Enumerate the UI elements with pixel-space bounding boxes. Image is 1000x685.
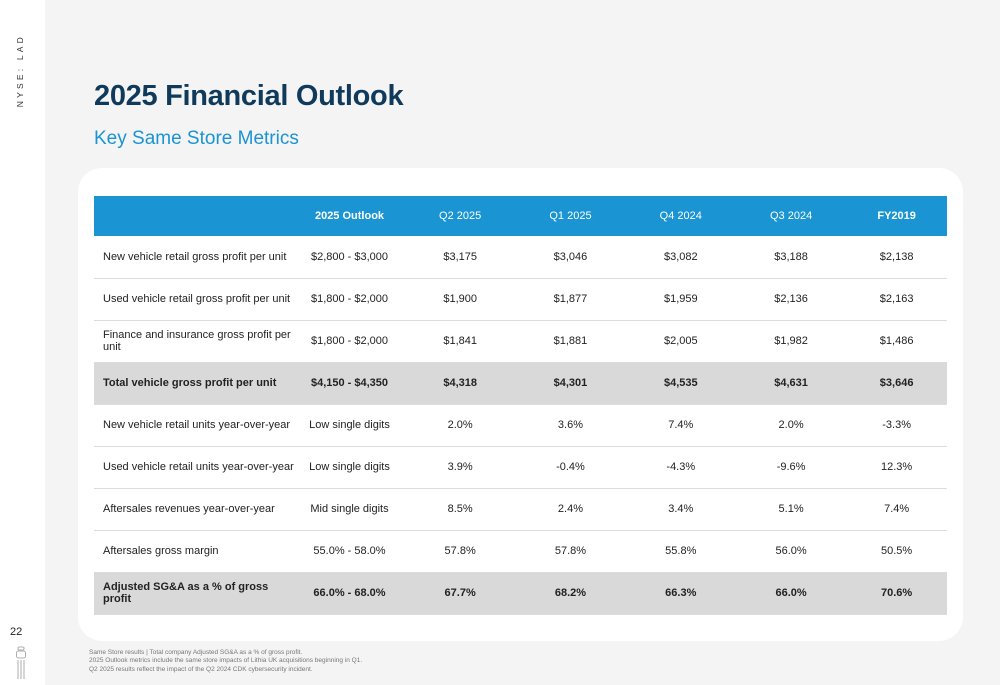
sidebar: NYSE: LAD 22	[0, 0, 45, 685]
table-cell: 7.4%	[668, 419, 694, 431]
footnote: 2025 Outlook metrics include the same st…	[89, 657, 363, 665]
table-row: New vehicle retail gross profit per unit…	[94, 236, 947, 278]
table-cell: $1,877	[553, 293, 588, 305]
table-cell: 8.5%	[447, 503, 473, 515]
table-row: New vehicle retail units year-over-year L…	[94, 404, 947, 446]
table-cell: $1,959	[663, 293, 698, 305]
table-cell: 7.4%	[884, 503, 910, 515]
table-cell: Low single digits	[309, 419, 390, 431]
table-cell: 57.8%	[554, 545, 587, 557]
table-cell: $2,800 - $3,000	[310, 250, 389, 263]
table-cell: $1,982	[774, 335, 808, 347]
metrics-table: 2025 Outlook Q2 2025 Q1 2025 Q4 2024 Q3 …	[94, 196, 947, 615]
table-header-row: 2025 Outlook Q2 2025 Q1 2025 Q4 2024 Q3 …	[94, 196, 947, 236]
page-subtitle: Key Same Store Metrics	[94, 128, 299, 149]
table-cell: $2,163	[879, 293, 914, 305]
row-label: New vehicle retail gross profit per unit	[103, 250, 287, 263]
page-title: 2025 Financial Outlook	[94, 80, 404, 112]
table-cell: 3.6%	[557, 419, 583, 431]
row-label: Aftersales gross margin	[103, 545, 219, 557]
table-cell: 67.7%	[444, 587, 476, 599]
row-label: Used vehicle retail units year-over-year	[103, 461, 294, 473]
row-label: Used vehicle retail gross profit per uni…	[103, 293, 291, 305]
table-cell: $1,881	[553, 335, 588, 347]
table-cell: 12.3%	[881, 461, 913, 473]
table-cell: 55.8%	[665, 545, 697, 557]
lithia-logo-icon	[16, 646, 26, 679]
table-cell: 68.2%	[554, 587, 587, 599]
table-row-total: Total vehicle gross profit per unit $4,15…	[94, 362, 947, 404]
row-label: Adjusted SG&A as a % of gross profit	[103, 581, 269, 605]
table-cell: $3,188	[774, 250, 808, 263]
table-cell: $4,150 - $4,350	[310, 377, 389, 389]
table-cell: 66.0% - 68.0%	[313, 587, 386, 599]
column-header-fy2019: FY2019	[877, 210, 916, 222]
ticker-symbol: NYSE: LAD	[15, 34, 25, 108]
column-header	[94, 196, 294, 236]
column-header-outlook: 2025 Outlook	[314, 210, 385, 222]
table-cell: $3,082	[663, 250, 698, 263]
table-cell: -3.3%	[882, 419, 911, 431]
footnotes: Same Store results | Total company Adjus…	[89, 649, 362, 674]
table-row: Aftersales gross margin 55.0% - 58.0% 57.8…	[94, 530, 947, 572]
row-label: Total vehicle gross profit per unit	[103, 377, 277, 389]
table-cell: $3,046	[553, 250, 588, 263]
row-label: Aftersales revenues year-over-year	[103, 503, 275, 515]
table-cell: $4,318	[443, 377, 477, 389]
table-row: Used vehicle retail gross profit per uni…	[94, 278, 947, 320]
column-header-q3-2024: Q3 2024	[769, 210, 813, 222]
table-cell: $2,005	[663, 335, 698, 347]
table-row: Finance and insurance gross profit per u…	[94, 320, 947, 362]
page-number: 22	[10, 626, 23, 638]
table-cell: 56.0%	[775, 545, 807, 557]
row-label: New vehicle retail units year-over-year	[103, 419, 291, 431]
table-row: Aftersales revenues year-over-year Mid si…	[94, 488, 947, 530]
table-cell: 2.0%	[778, 419, 804, 431]
table-cell: 57.8%	[444, 545, 476, 557]
table-cell: 66.3%	[665, 587, 697, 599]
table-cell: $4,301	[553, 377, 588, 389]
column-header-q2-2025: Q2 2025	[439, 210, 482, 222]
table-cell: $2,138	[879, 250, 914, 263]
table-cell: -0.4%	[556, 461, 585, 473]
table-cell: 2.4%	[557, 503, 583, 515]
table-cell: $3,175	[443, 250, 477, 263]
table-cell: $4,535	[663, 377, 698, 389]
table-cell: $4,631	[774, 377, 808, 389]
table-cell: 55.0% - 58.0%	[313, 545, 386, 557]
table-cell: $2,136	[774, 293, 808, 305]
table-cell: $1,486	[879, 335, 914, 347]
table-cell: 2.0%	[447, 419, 473, 431]
table-body: New vehicle retail gross profit per unit…	[94, 236, 947, 614]
table-cell: $1,800 - $2,000	[310, 335, 389, 347]
table-cell: $1,900	[443, 293, 477, 305]
table-cell: 70.6%	[881, 587, 913, 599]
table-cell: Mid single digits	[310, 503, 389, 515]
column-header-q4-2024: Q4 2024	[659, 210, 702, 222]
table-cell: 66.0%	[775, 587, 807, 599]
footnote: Same Store results | Total company Adjus…	[89, 649, 303, 656]
table-cell: -4.3%	[666, 461, 696, 473]
table-cell: $1,800 - $2,000	[310, 293, 389, 305]
table-cell: 5.1%	[778, 503, 804, 515]
table-row-total: Adjusted SG&A as a % of gross profit 66.0…	[94, 572, 947, 614]
table-cell: -9.6%	[776, 461, 806, 473]
row-label: Finance and insurance gross profit per u…	[103, 329, 291, 353]
footnote: Q2 2025 results reflect the impact of th…	[89, 665, 313, 673]
table-row: Used vehicle retail units year-over-year…	[94, 446, 947, 488]
table-card	[78, 168, 963, 641]
table-cell: 3.9%	[447, 461, 473, 473]
table-cell: $1,841	[443, 335, 477, 347]
table-cell: 50.5%	[881, 545, 913, 557]
table-cell: $3,646	[879, 377, 914, 389]
table-cell: 3.4%	[668, 503, 694, 515]
column-header-q1-2025: Q1 2025	[549, 210, 592, 222]
table-cell: Low single digits	[309, 461, 390, 473]
